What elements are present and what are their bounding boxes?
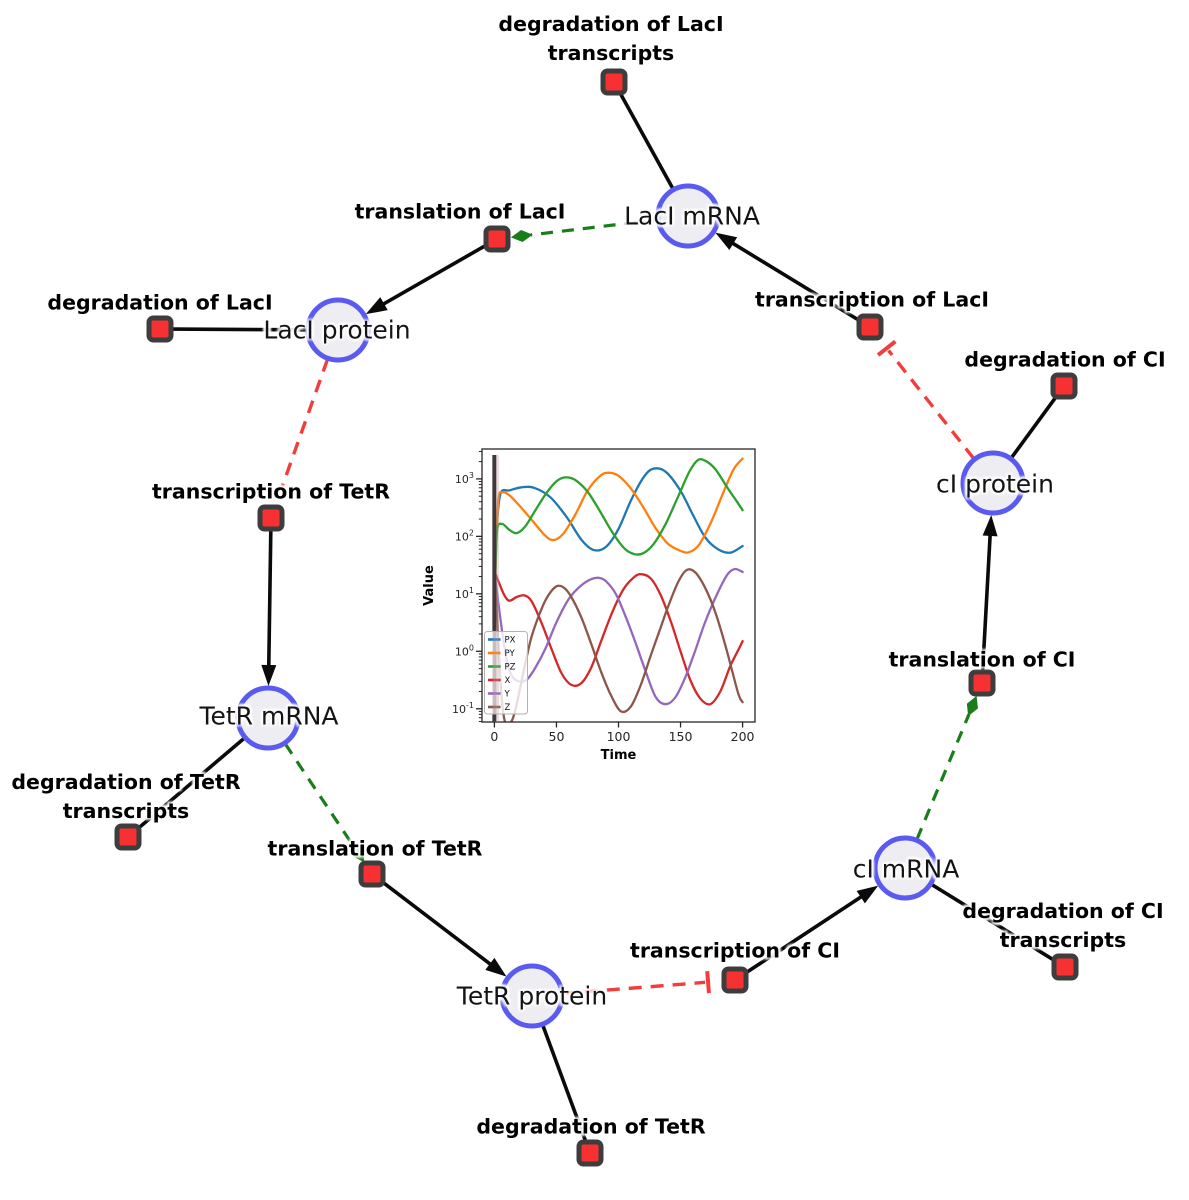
edge-sp_laci_mrna-rx_transl_laci [510, 218, 658, 242]
species-node-sp_laci_mrna[interactable] [655, 183, 721, 249]
edge-rx_transcr_tetr-sp_tetr_mrna [261, 529, 277, 687]
x-tick-label: 0 [490, 729, 498, 744]
x-tick-label: 150 [669, 729, 693, 744]
edge-sp_ci_mrna-rx_transl_ci [915, 695, 978, 840]
edge-sp_tetr_mrna-rx_transl_tetr [283, 742, 365, 863]
species-node-sp_ci_mrna[interactable] [872, 835, 938, 901]
species-node-sp_laci_prot[interactable] [305, 297, 371, 363]
modifier-arrowhead-icon [352, 844, 365, 863]
product-edge [726, 238, 861, 323]
substrate-edge [1009, 394, 1059, 460]
modifier-edge [530, 218, 658, 237]
arrowhead-icon [485, 957, 507, 977]
y-tick-label: 102 [455, 528, 474, 543]
inhibition-edge [887, 349, 976, 460]
edge-rx_transl_laci-sp_laci_prot [365, 243, 488, 315]
legend-label: Z [505, 703, 511, 713]
edge-sp_laci_prot-rx_transcr_tetr [269, 358, 330, 499]
legend-label: X [505, 676, 511, 686]
legend: PX PY PZ XYZ [484, 631, 528, 715]
product-edge [380, 879, 497, 970]
reaction-node-rx_transl_tetr[interactable] [358, 860, 386, 888]
series-line-X [493, 569, 744, 706]
inhibition-edge [279, 358, 330, 491]
edge-sp_ci_mrna-rx_deg_ci_tx [930, 882, 1056, 963]
reaction-node-rx_deg_laci_tx[interactable] [600, 68, 628, 96]
species-node-sp_tetr_prot[interactable] [499, 963, 565, 1029]
y-tick-label: 103 [455, 471, 474, 486]
time-series-inset: 0 50 100 150 20010-1100101102103TimeValuePXP… [422, 448, 756, 763]
reaction-node-rx_deg_ci_tx[interactable] [1051, 953, 1079, 981]
arrowhead-icon [715, 232, 738, 250]
substrate-edge [135, 736, 246, 831]
reaction-node-rx_deg_laci[interactable] [146, 315, 174, 343]
legend-label: PX [505, 636, 516, 646]
x-axis-label: Time [601, 748, 637, 763]
reaction-node-rx_transl_ci[interactable] [968, 669, 996, 697]
reaction-node-rx_transcr_tetr[interactable] [257, 504, 285, 532]
x-tick-label: 50 [549, 729, 565, 744]
edge-sp_tetr_prot-rx_deg_tetr [541, 1024, 588, 1143]
species-node-sp_ci_prot[interactable] [960, 450, 1026, 516]
arrowhead-icon [856, 885, 879, 904]
arrowhead-icon [982, 514, 998, 537]
series-line-PX [493, 467, 744, 581]
reaction-node-rx_deg_tetr[interactable] [576, 1139, 604, 1167]
species-node-sp_tetr_mrna[interactable] [235, 685, 301, 751]
modifier-edge [283, 742, 355, 847]
legend-label: PZ [505, 663, 516, 673]
product-edge [266, 529, 273, 673]
reaction-node-rx_transcr_ci[interactable] [721, 966, 749, 994]
edge-rx_transcr_ci-sp_ci_mrna [744, 885, 879, 975]
inhibition-tee-icon [705, 970, 711, 994]
edge-sp_tetr_mrna-rx_deg_tetr_tx [135, 736, 246, 831]
arrowhead-icon [261, 664, 277, 687]
inhibition-tee-icon [876, 339, 897, 357]
modifier-arrowhead-icon [966, 695, 978, 717]
transient-stripe [493, 455, 499, 722]
substrate-edge [618, 91, 675, 190]
inhibition-edge [562, 980, 706, 996]
reaction-node-rx_transl_laci[interactable] [483, 225, 511, 253]
modifier-arrowhead-icon [510, 230, 533, 242]
edge-rx_transl_ci-sp_ci_prot [980, 514, 998, 672]
edge-rx_transl_tetr-sp_tetr_prot [380, 879, 507, 977]
nodes-layer [114, 68, 1079, 1167]
edge-sp_laci_prot-rx_deg_laci [171, 327, 308, 332]
legend-label: Y [504, 690, 511, 700]
substrate-edge [541, 1024, 588, 1143]
reaction-node-rx_transcr_laci[interactable] [856, 313, 884, 341]
product-edge [980, 528, 993, 672]
series-line-Z [493, 568, 744, 722]
edges-layer [135, 91, 1059, 1143]
series-line-PY [493, 457, 744, 585]
edge-sp_ci_prot-rx_transcr_laci [876, 339, 976, 460]
y-tick-label: 100 [455, 643, 474, 658]
modifier-edge [915, 713, 971, 840]
reaction-node-rx_deg_tetr_tx[interactable] [114, 823, 142, 851]
y-axis-label: Value [422, 565, 437, 606]
y-tick-label: 10-1 [452, 701, 474, 716]
substrate-edge [930, 882, 1056, 963]
edge-sp_laci_mrna-rx_deg_laci_tx [618, 91, 675, 190]
x-tick-label: 100 [607, 729, 631, 744]
x-tick-label: 200 [731, 729, 755, 744]
series-line-PZ [493, 458, 744, 591]
substrate-edge [171, 327, 308, 332]
series-curves [493, 457, 744, 722]
edge-sp_ci_prot-rx_deg_ci [1009, 394, 1059, 460]
legend-label: PY [505, 649, 516, 659]
edge-sp_tetr_prot-rx_transcr_ci [562, 970, 711, 996]
y-tick-label: 101 [455, 586, 474, 601]
edge-rx_transcr_laci-sp_laci_mrna [715, 232, 861, 323]
arrowhead-icon [365, 297, 388, 315]
reaction-node-rx_deg_ci[interactable] [1050, 372, 1078, 400]
inhibition-tee-icon [269, 486, 292, 499]
product-edge [744, 891, 868, 975]
product-edge [377, 243, 488, 309]
